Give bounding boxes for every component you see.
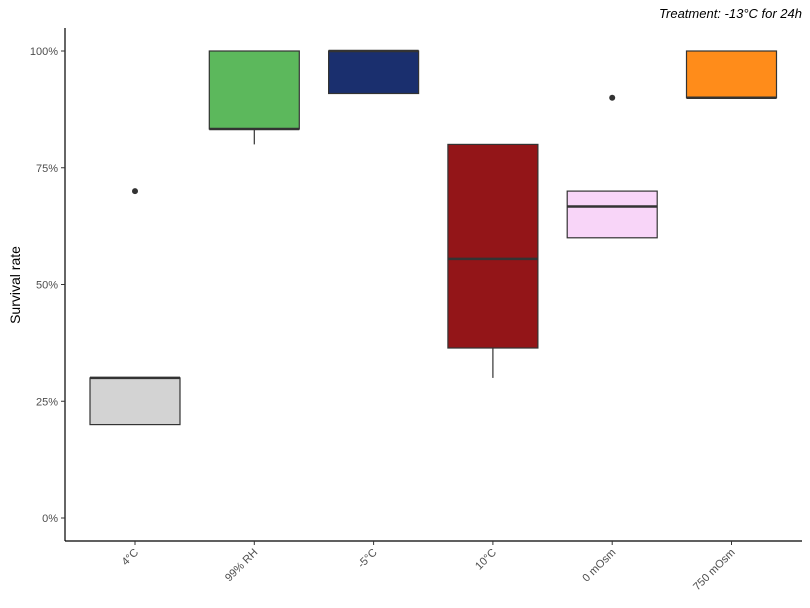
box-3 xyxy=(447,143,539,378)
x-tick-label: -5°C xyxy=(356,547,380,571)
y-tick-label: 100% xyxy=(30,46,58,58)
box-4 xyxy=(566,94,658,239)
y-tick-label: 50% xyxy=(36,280,58,292)
box-rect xyxy=(566,190,658,239)
box-rect xyxy=(447,143,539,349)
treatment-annotation: Treatment: -13°C for 24h xyxy=(659,6,802,21)
box-2 xyxy=(328,49,420,95)
box-rect xyxy=(208,50,300,130)
x-tick-label: 750 mOsm xyxy=(691,547,738,594)
box-rect xyxy=(89,377,181,426)
box-5 xyxy=(685,50,778,99)
x-tick-label: 0 mOsm xyxy=(580,547,618,585)
box-rect xyxy=(328,50,420,95)
y-tick-label: 0% xyxy=(42,513,58,525)
box-rect xyxy=(685,50,778,99)
y-tick-label: 25% xyxy=(36,396,58,408)
box-1 xyxy=(208,50,300,145)
x-tick-label: 4°C xyxy=(120,547,142,569)
y-tick-label: 75% xyxy=(36,163,58,175)
y-axis-label: Survival rate xyxy=(7,246,23,324)
outlier-point xyxy=(609,94,616,101)
x-tick-label: 10°C xyxy=(473,547,499,573)
box-0 xyxy=(89,188,181,426)
outlier-point xyxy=(132,188,138,195)
x-tick-label: 99% RH xyxy=(223,547,260,584)
